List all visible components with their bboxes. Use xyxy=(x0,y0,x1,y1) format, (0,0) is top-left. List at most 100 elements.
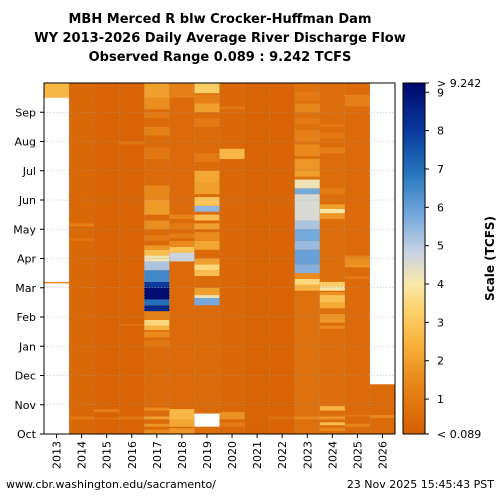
colorbar-swatch xyxy=(403,331,425,335)
heatmap-cell xyxy=(319,416,346,420)
y-tick-label: Sep xyxy=(15,106,36,119)
heatmap-cell xyxy=(319,132,346,139)
colorbar-swatch xyxy=(403,346,425,350)
colorbar-swatch xyxy=(403,109,425,113)
heatmap-cell xyxy=(144,331,170,338)
colorbar-swatch xyxy=(403,91,425,96)
colorbar-swatch xyxy=(403,407,425,411)
heatmap-cell xyxy=(369,414,396,418)
y-tick-label: Dec xyxy=(15,370,36,383)
colorbar-swatch xyxy=(403,287,425,292)
heatmap-cell xyxy=(219,83,245,434)
colorbar-swatch xyxy=(403,229,425,233)
heatmap-cell xyxy=(344,94,371,107)
colorbar-swatch xyxy=(403,191,425,195)
heatmap-cell xyxy=(294,170,321,177)
heatmap-cell xyxy=(319,406,346,411)
y-tick-label: Jul xyxy=(22,165,36,178)
heatmap-cell xyxy=(144,416,170,420)
heatmap-cell xyxy=(344,423,371,427)
heatmap-cell xyxy=(319,213,346,220)
y-tick-label: Jan xyxy=(18,340,36,353)
heatmap-cell xyxy=(44,83,70,98)
colorbar-swatch xyxy=(403,299,425,303)
heatmap-cell xyxy=(169,233,195,239)
heatmap-cell xyxy=(144,245,170,250)
heatmap-cell xyxy=(69,83,95,434)
colorbar-swatch xyxy=(403,410,425,414)
colorbar-swatch xyxy=(403,328,425,333)
x-tick-label: 2013 xyxy=(51,441,64,469)
heatmap-cell xyxy=(369,384,396,434)
heatmap-cell xyxy=(194,214,220,221)
colorbar-swatch xyxy=(403,176,425,180)
colorbar-swatch xyxy=(403,375,425,379)
chart-title-line-2: WY 2013-2026 Daily Average River Dischar… xyxy=(34,31,406,46)
heatmap-cell xyxy=(194,197,220,206)
colorbar-swatch xyxy=(403,100,425,104)
colorbar-swatch xyxy=(403,355,425,359)
heatmap-cell xyxy=(169,409,195,420)
colorbar-swatch xyxy=(403,223,425,227)
heatmap-cell xyxy=(269,416,296,420)
colorbar-swatch xyxy=(403,205,425,210)
heatmap-cell xyxy=(194,94,220,104)
colorbar-swatch xyxy=(403,243,425,248)
colorbar-swatch xyxy=(403,276,425,280)
y-tick-label: Oct xyxy=(17,428,37,441)
colorbar-swatch xyxy=(403,179,425,183)
colorbar-swatch xyxy=(403,217,425,221)
heatmap-cell xyxy=(144,112,170,119)
colorbar-swatch xyxy=(403,317,425,321)
x-tick-label: 2020 xyxy=(226,441,239,469)
heatmap-cell xyxy=(144,255,170,262)
heatmap-cell xyxy=(294,144,321,157)
colorbar-swatch xyxy=(403,214,425,218)
colorbar-swatch xyxy=(403,431,425,435)
heatmap-cell xyxy=(144,200,170,215)
heatmap-cell xyxy=(94,417,120,420)
colorbar-swatch xyxy=(403,115,425,119)
colorbar-tick-label: 4 xyxy=(437,278,444,291)
colorbar-swatch xyxy=(403,129,425,134)
colorbar-tick-label: 2 xyxy=(437,355,444,368)
heatmap-cell xyxy=(169,252,195,262)
heatmap-cell xyxy=(194,287,220,296)
heatmap-cell xyxy=(219,148,245,160)
heatmap-cell xyxy=(294,284,321,291)
colorbar-swatch xyxy=(403,428,425,432)
heatmap-cell xyxy=(219,106,245,110)
heatmap-cell xyxy=(319,208,346,214)
heatmap-cell xyxy=(144,305,170,312)
heatmap-cell xyxy=(194,258,220,265)
heatmap-cell xyxy=(194,153,220,162)
heatmap-cell xyxy=(269,83,296,434)
heatmap-cell xyxy=(69,238,95,241)
heatmap-cell xyxy=(319,295,346,303)
colorbar-tick-label: 1 xyxy=(437,393,444,406)
x-tick-label: 2017 xyxy=(151,441,164,469)
colorbar-swatch xyxy=(403,138,425,142)
colorbar-swatch xyxy=(403,381,425,385)
colorbar-swatch xyxy=(403,267,425,271)
heatmap-cell xyxy=(144,319,170,326)
colorbar-swatch xyxy=(403,246,425,251)
colorbar-swatch xyxy=(403,357,425,362)
heatmap-cell xyxy=(344,414,371,417)
colorbar-swatch xyxy=(403,378,425,382)
heatmap-cell xyxy=(169,428,195,434)
heatmap-cell xyxy=(144,311,170,320)
colorbar-axis-label: Scale (TCFS) xyxy=(483,216,497,301)
y-tick-label: Nov xyxy=(15,399,37,412)
colorbar-swatch xyxy=(403,281,425,286)
heatmap-cell xyxy=(294,229,321,241)
colorbar-swatch xyxy=(403,369,425,373)
colorbar-swatch xyxy=(403,211,425,216)
heatmap-cell xyxy=(294,240,321,250)
source-url[interactable]: www.cbr.washington.edu/sacramento/ xyxy=(6,478,216,491)
colorbar-swatch xyxy=(403,398,425,403)
heatmap-cell xyxy=(294,179,321,189)
heatmap-cell xyxy=(194,118,220,127)
colorbar-swatch xyxy=(403,238,425,242)
